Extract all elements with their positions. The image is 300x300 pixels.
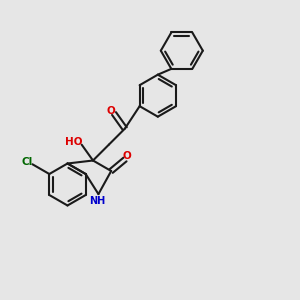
Text: NH: NH [89,196,105,206]
Text: Cl: Cl [21,158,33,167]
Text: O: O [123,151,131,161]
Text: HO: HO [64,137,82,147]
Text: O: O [106,106,115,116]
